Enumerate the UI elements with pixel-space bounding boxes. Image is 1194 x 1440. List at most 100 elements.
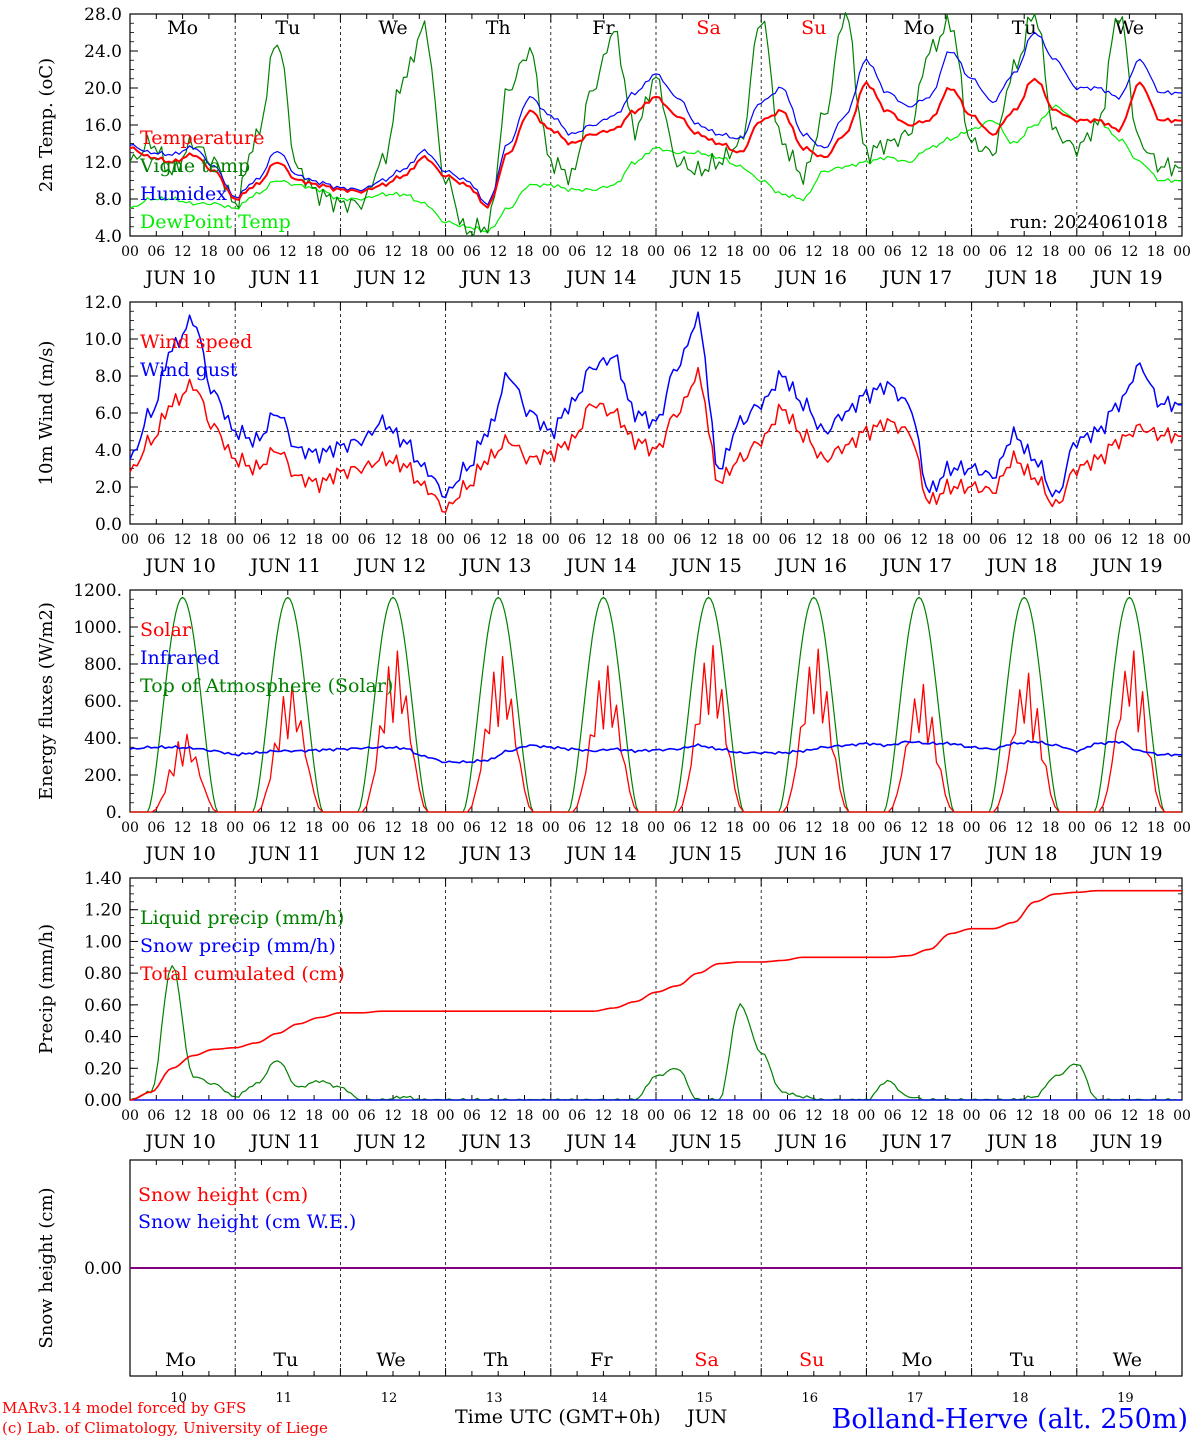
- legend-entry: Top of Atmosphere (Solar): [140, 675, 393, 697]
- x-hour-label: 00: [1173, 820, 1191, 836]
- day-number-label: 19: [1117, 1391, 1134, 1406]
- x-hour-label: 06: [673, 820, 691, 836]
- day-of-week-label: Tu: [275, 17, 300, 39]
- x-hour-label: 18: [1042, 244, 1060, 260]
- x-hour-label: 00: [1068, 244, 1086, 260]
- legend-entry: Humidex: [140, 183, 227, 205]
- x-hour-label: 00: [226, 532, 244, 548]
- x-hour-label: 06: [1094, 1108, 1112, 1124]
- series-line: [129, 366, 1182, 514]
- day-of-week-label: We: [376, 1349, 405, 1371]
- series-line: [130, 644, 1182, 813]
- day-of-week-label: Su: [799, 1349, 824, 1371]
- x-hour-label: 12: [910, 244, 928, 260]
- x-hour-label: 12: [805, 244, 823, 260]
- series-line: [129, 739, 1182, 764]
- x-hour-label: 18: [516, 244, 534, 260]
- x-hour-label: 18: [936, 1108, 954, 1124]
- x-hour-label: 00: [857, 820, 875, 836]
- x-hour-label: 12: [384, 244, 402, 260]
- y-tick-label: 0.00: [84, 1259, 122, 1279]
- x-hour-label: 12: [594, 1108, 612, 1124]
- day-number-label: 16: [802, 1391, 819, 1406]
- y-tick-label: 8.0: [95, 367, 122, 387]
- x-hour-label: 06: [463, 1108, 481, 1124]
- x-date-label: JUN 16: [775, 1131, 847, 1153]
- x-hour-label: 00: [857, 532, 875, 548]
- x-hour-label: 06: [989, 244, 1007, 260]
- y-tick-label: 4.0: [95, 227, 122, 247]
- x-hour-label: 12: [174, 532, 192, 548]
- y-axis-label: 2m Temp. (oC): [36, 58, 57, 192]
- legend-entry: Snow height (cm): [138, 1184, 308, 1206]
- x-hour-label: 12: [594, 244, 612, 260]
- day-of-week-label: We: [378, 17, 407, 39]
- y-tick-label: 400.: [84, 729, 122, 749]
- x-hour-label: 00: [121, 244, 139, 260]
- x-hour-label: 18: [831, 820, 849, 836]
- x-date-label: JUN 13: [459, 843, 531, 865]
- legend-entry: Temperature: [140, 127, 264, 149]
- x-date-label: JUN 17: [880, 1131, 952, 1153]
- y-tick-label: 0.60: [84, 996, 122, 1016]
- x-hour-label: 00: [331, 532, 349, 548]
- day-number-label: 14: [591, 1391, 608, 1406]
- x-date-label: JUN 12: [354, 843, 426, 865]
- x-hour-label: 18: [621, 820, 639, 836]
- x-hour-label: 00: [121, 1108, 139, 1124]
- x-hour-label: 06: [884, 532, 902, 548]
- x-hour-label: 06: [568, 244, 586, 260]
- model-credit: MARv3.14 model forced by GFS: [2, 1399, 246, 1417]
- y-tick-label: 0.: [106, 803, 122, 823]
- x-date-label: JUN 19: [1090, 843, 1162, 865]
- x-hour-label: 18: [305, 1108, 323, 1124]
- legend-entry: Snow height (cm W.E.): [138, 1211, 356, 1233]
- panel-precip: 0.00 0.20 0.40 0.60 0.80 1.00 1.20 1.40 Precip (…: [36, 869, 1191, 1153]
- x-hour-label: 06: [147, 532, 165, 548]
- x-date-label: JUN 15: [669, 1131, 741, 1153]
- x-date-label: JUN 11: [249, 843, 321, 865]
- y-tick-label: 0.20: [84, 1059, 122, 1079]
- x-hour-label: 12: [1015, 532, 1033, 548]
- x-hour-label: 18: [726, 1108, 744, 1124]
- x-hour-label: 06: [147, 244, 165, 260]
- x-date-label: JUN 11: [249, 267, 321, 289]
- x-hour-label: 18: [1147, 1108, 1165, 1124]
- x-hour-label: 06: [358, 820, 376, 836]
- x-hour-label: 00: [331, 1108, 349, 1124]
- y-tick-label: 1000.: [73, 618, 122, 638]
- x-date-label: JUN 17: [880, 555, 952, 577]
- day-of-week-label: Su: [801, 17, 826, 39]
- y-tick-label: 0.80: [84, 964, 122, 984]
- x-hour-label: 06: [673, 1108, 691, 1124]
- x-date-label: JUN 14: [564, 267, 636, 289]
- x-hour-label: 18: [936, 820, 954, 836]
- x-hour-label: 06: [989, 532, 1007, 548]
- y-tick-label: 200.: [84, 766, 122, 786]
- x-date-label: JUN 18: [985, 267, 1057, 289]
- x-hour-label: 18: [1147, 244, 1165, 260]
- y-tick-label: 1.20: [84, 901, 122, 921]
- x-hour-label: 06: [358, 1108, 376, 1124]
- day-number-label: 13: [486, 1391, 503, 1406]
- legend-entry: Snow precip (mm/h): [140, 935, 336, 957]
- x-hour-label: 18: [621, 532, 639, 548]
- x-hour-label: 06: [147, 1108, 165, 1124]
- series-line: [129, 12, 1182, 237]
- x-hour-label: 00: [963, 1108, 981, 1124]
- x-date-label: JUN 19: [1090, 267, 1162, 289]
- day-number-label: 15: [696, 1391, 713, 1406]
- series-line: [129, 965, 1182, 1101]
- x-hour-label: 18: [305, 244, 323, 260]
- x-hour-label: 18: [410, 244, 428, 260]
- x-hour-label: 06: [884, 1108, 902, 1124]
- panel-snow: 0.00 Snow height (cm) Snow height (cm) Snow…: [36, 1159, 1183, 1406]
- legend-entry: Solar: [140, 619, 192, 641]
- x-date-label: JUN 15: [669, 555, 741, 577]
- x-date-label: JUN 19: [1090, 555, 1162, 577]
- x-hour-label: 12: [700, 1108, 718, 1124]
- x-hour-label: 06: [884, 820, 902, 836]
- series-line: [129, 889, 1182, 1101]
- x-hour-label: 12: [384, 820, 402, 836]
